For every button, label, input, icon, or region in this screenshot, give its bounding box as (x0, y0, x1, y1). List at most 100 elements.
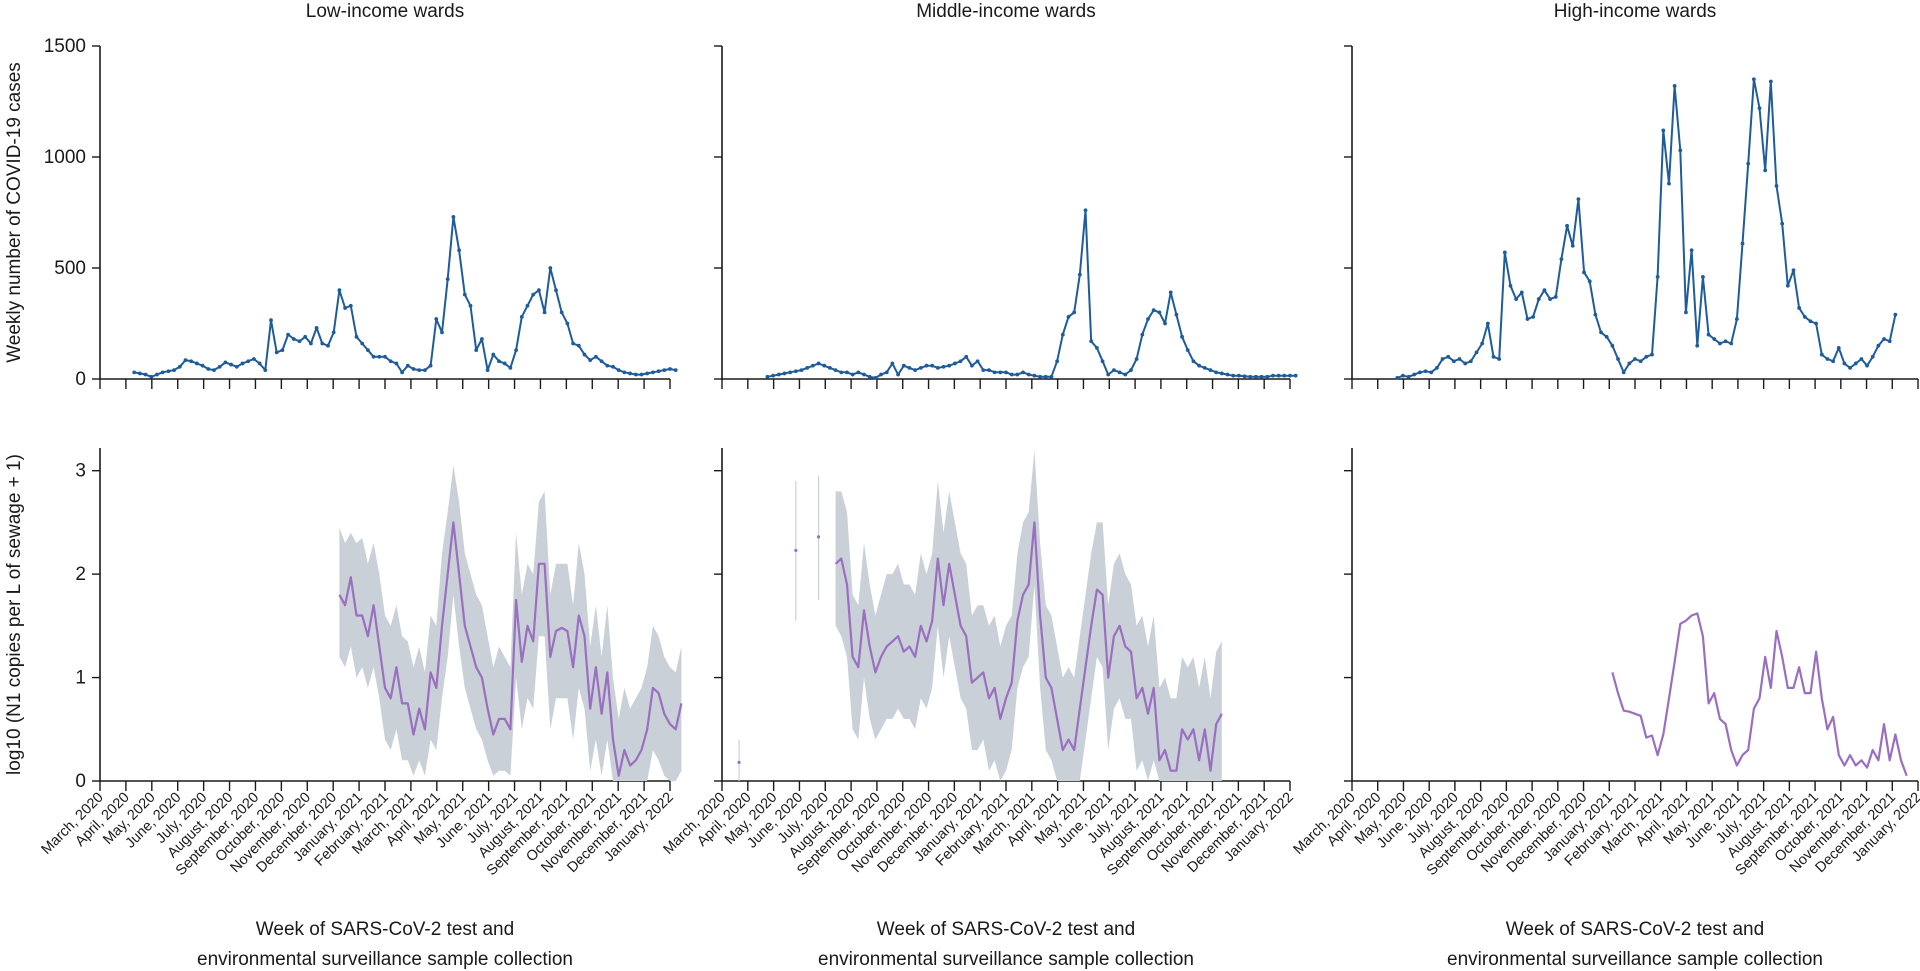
data-point (1740, 241, 1745, 246)
data-point (1089, 339, 1094, 344)
data-point (1519, 290, 1524, 295)
data-point (1859, 357, 1864, 361)
data-point (1004, 370, 1008, 375)
data-point (582, 352, 587, 357)
data-point (1066, 314, 1071, 319)
data-point (1497, 357, 1502, 361)
data-point (1457, 357, 1462, 361)
data-point (1185, 348, 1190, 353)
data-point (428, 363, 433, 368)
y-tick-label: 2 (75, 564, 86, 585)
data-point (1785, 283, 1790, 288)
panel-top-0: Low-income wards 0 500 1000 1500 Weekly numbe… (4, 1, 678, 390)
data-point (1542, 288, 1547, 293)
data-point (1406, 374, 1411, 379)
data-point (782, 371, 787, 376)
data-point (1140, 332, 1145, 337)
data-point (1412, 372, 1417, 377)
data-point (799, 368, 804, 373)
data-point (930, 363, 935, 368)
data-point (810, 363, 815, 368)
data-point (263, 368, 268, 373)
data-point (1134, 357, 1139, 361)
data-point (423, 368, 427, 373)
data-point (998, 370, 1003, 375)
data-point (1446, 354, 1451, 359)
data-point (1009, 372, 1014, 377)
data-point (588, 358, 593, 363)
data-point (1797, 306, 1802, 310)
data-point (628, 371, 632, 376)
series-line (1611, 612, 1908, 777)
data-point (462, 292, 467, 297)
data-point (1655, 274, 1660, 279)
data-point (445, 277, 450, 281)
data-point (1678, 148, 1683, 153)
data-point (1231, 373, 1236, 378)
data-point (1117, 370, 1122, 375)
data-point (1440, 357, 1445, 361)
data-point (1197, 363, 1202, 368)
data-point (816, 361, 821, 366)
data-point (737, 760, 741, 764)
data-point (1604, 334, 1609, 339)
data-point (1621, 370, 1626, 375)
data-point (1548, 297, 1552, 301)
data-point (1043, 374, 1048, 379)
data-point (1882, 337, 1886, 341)
data-point (1180, 334, 1184, 339)
panel-title: High-income wards (1554, 1, 1717, 22)
data-point (1593, 312, 1598, 317)
data-point (554, 288, 558, 293)
data-point (935, 366, 940, 370)
data-point (1553, 294, 1558, 299)
data-point (1508, 283, 1513, 288)
data-point (1060, 332, 1065, 337)
panel-title: Low-income wards (306, 1, 464, 22)
data-point (1055, 359, 1060, 364)
data-point (1032, 373, 1037, 378)
data-point (508, 366, 513, 370)
data-point (1276, 373, 1281, 378)
data-point (1491, 354, 1496, 359)
data-point (1831, 359, 1835, 364)
x-axis-title: environmental surveillance sample collec… (818, 949, 1194, 970)
data-point (559, 310, 564, 315)
data-point (616, 368, 621, 373)
data-point (1757, 106, 1762, 111)
data-point (485, 368, 490, 373)
data-point (776, 372, 781, 377)
data-point (918, 366, 923, 370)
data-point (1038, 374, 1042, 379)
data-point (805, 366, 810, 370)
data-point (480, 337, 484, 341)
data-point (1293, 373, 1298, 378)
data-point (1077, 272, 1082, 277)
data-point (1723, 339, 1728, 344)
data-point (314, 326, 319, 330)
data-point (765, 374, 770, 379)
data-point (941, 364, 946, 369)
data-point (1254, 374, 1258, 379)
data-point (291, 337, 296, 341)
confidence-band (835, 450, 1222, 781)
data-point (992, 370, 997, 375)
data-point (497, 359, 501, 364)
data-point (217, 364, 222, 369)
y-tick-label: 1500 (44, 36, 86, 57)
data-point (1780, 221, 1785, 226)
data-point (280, 348, 285, 353)
data-point (1599, 330, 1603, 335)
data-point (149, 374, 154, 379)
y-axis-title: Weekly number of COVID-19 cases (4, 62, 25, 363)
data-point (850, 372, 855, 377)
data-point (856, 370, 861, 375)
data-point (793, 369, 798, 374)
data-point (1468, 359, 1473, 364)
panel-top-2: High-income wards (1344, 1, 1919, 389)
data-point (354, 334, 359, 339)
data-point (138, 371, 142, 376)
data-point (394, 361, 399, 366)
data-point (537, 288, 541, 293)
